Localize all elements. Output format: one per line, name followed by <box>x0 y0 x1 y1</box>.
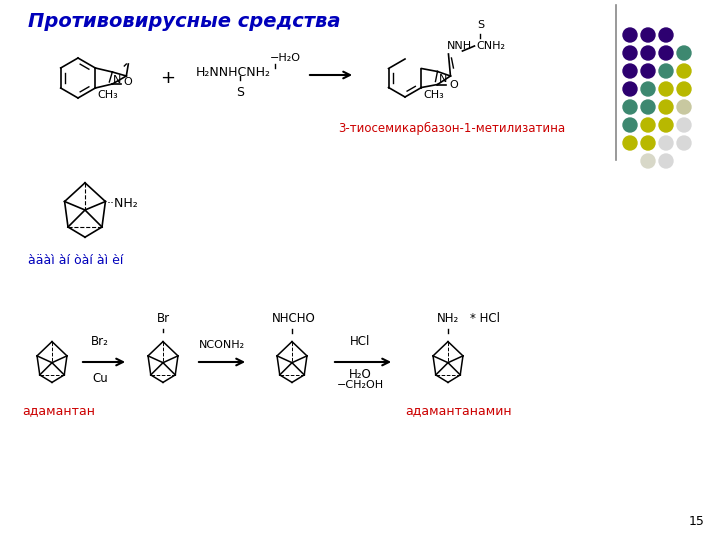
Text: S: S <box>236 86 244 99</box>
Text: NH₂: NH₂ <box>437 312 459 325</box>
Text: ··NH₂: ··NH₂ <box>107 197 139 210</box>
Circle shape <box>641 82 655 96</box>
Text: −CH₂OH: −CH₂OH <box>336 380 384 390</box>
Circle shape <box>623 100 637 114</box>
Circle shape <box>677 118 691 132</box>
Circle shape <box>641 46 655 60</box>
Text: CNH₂: CNH₂ <box>477 41 505 51</box>
Text: адамантанамин: адамантанамин <box>405 404 512 417</box>
Circle shape <box>623 136 637 150</box>
Text: NCONH₂: NCONH₂ <box>199 340 245 350</box>
Text: N: N <box>113 75 122 85</box>
Text: O: O <box>123 77 132 87</box>
Circle shape <box>659 46 673 60</box>
Circle shape <box>659 154 673 168</box>
Text: O: O <box>449 79 458 90</box>
Text: Br₂: Br₂ <box>91 335 109 348</box>
Text: +: + <box>161 69 176 87</box>
Text: * HCl: * HCl <box>470 312 500 325</box>
Circle shape <box>677 46 691 60</box>
Text: Cu: Cu <box>92 372 108 385</box>
Circle shape <box>677 100 691 114</box>
Circle shape <box>659 82 673 96</box>
Circle shape <box>659 64 673 78</box>
Text: àäàì àí òàí àì èí: àäàì àí òàí àì èí <box>28 254 123 267</box>
Circle shape <box>623 118 637 132</box>
Circle shape <box>623 82 637 96</box>
Circle shape <box>623 64 637 78</box>
Text: NNH: NNH <box>446 41 472 51</box>
Text: CH₃: CH₃ <box>423 90 444 99</box>
Text: H₂O: H₂O <box>348 368 372 381</box>
Text: NHCHO: NHCHO <box>272 312 316 325</box>
Circle shape <box>623 46 637 60</box>
Circle shape <box>659 28 673 42</box>
Circle shape <box>677 82 691 96</box>
Text: Br: Br <box>156 312 170 325</box>
Text: 3-тиосемикарбазон-1-метилизатина: 3-тиосемикарбазон-1-метилизатина <box>338 122 565 135</box>
Text: H₂NNHCNH₂: H₂NNHCNH₂ <box>196 65 271 78</box>
Circle shape <box>659 136 673 150</box>
Circle shape <box>641 118 655 132</box>
Circle shape <box>677 64 691 78</box>
Text: N: N <box>438 75 447 84</box>
Circle shape <box>641 100 655 114</box>
Text: 15: 15 <box>689 515 705 528</box>
Circle shape <box>641 64 655 78</box>
Circle shape <box>641 154 655 168</box>
Circle shape <box>659 100 673 114</box>
Circle shape <box>623 28 637 42</box>
Text: S: S <box>477 20 484 30</box>
Text: −H₂O: −H₂O <box>269 53 300 63</box>
Text: CH₃: CH₃ <box>97 90 117 100</box>
Text: Противовирусные средства: Противовирусные средства <box>28 12 341 31</box>
Circle shape <box>641 136 655 150</box>
Circle shape <box>659 118 673 132</box>
Text: адамантан: адамантан <box>22 404 95 417</box>
Circle shape <box>677 136 691 150</box>
Circle shape <box>641 28 655 42</box>
Text: HCl: HCl <box>350 335 370 348</box>
